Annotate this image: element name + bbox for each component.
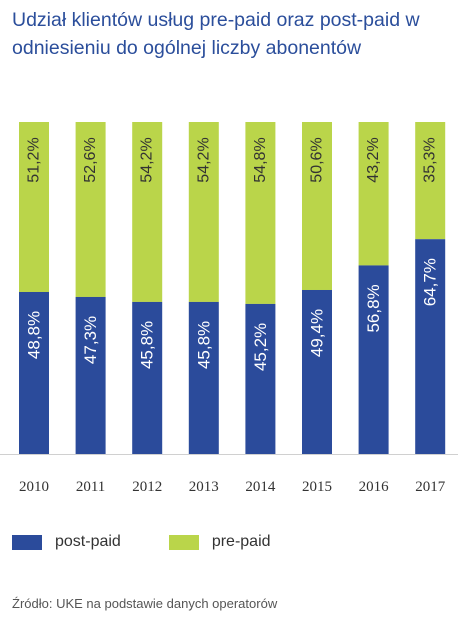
data-label-post-paid-2012: 45,8% bbox=[138, 321, 157, 369]
legend-label-post-paid: post-paid bbox=[55, 533, 121, 550]
bar-pre-paid-2012 bbox=[132, 122, 163, 302]
data-label-post-paid-2014: 45,2% bbox=[251, 323, 270, 371]
bar-post-paid-2015 bbox=[302, 289, 332, 454]
stacked-bar-chart: 51,2% 48,8% 2010 52,6% 47,3% 2011 54,2% 45,8% 20… bbox=[0, 122, 458, 495]
bar-pre-paid-2010 bbox=[19, 122, 49, 292]
x-tick-label-2015: 2015 bbox=[302, 479, 332, 495]
data-label-post-paid-2011: 47,3% bbox=[81, 316, 100, 364]
legend-label-pre-paid: pre-paid bbox=[211, 533, 271, 550]
legend: post-paid pre-paid bbox=[12, 532, 319, 552]
data-label-pre-paid-2014: 54,8% bbox=[252, 137, 269, 182]
data-label-pre-paid-2011: 52,6% bbox=[82, 137, 99, 182]
legend-swatch-pre-paid bbox=[168, 534, 199, 550]
data-label-pre-paid-2012: 54,2% bbox=[139, 137, 156, 182]
x-tick-label-2012: 2012 bbox=[132, 479, 162, 495]
data-label-pre-paid-2010: 51,2% bbox=[26, 137, 43, 182]
data-label-pre-paid-2016: 43,2% bbox=[365, 137, 382, 182]
data-label-pre-paid-2017: 35,3% bbox=[422, 137, 439, 182]
bar-post-paid-2010 bbox=[19, 291, 49, 454]
x-tick-label-2010: 2010 bbox=[19, 479, 49, 495]
bar-post-paid-2017 bbox=[415, 239, 446, 454]
data-label-post-paid-2010: 48,8% bbox=[25, 311, 44, 359]
bar-pre-paid-2014 bbox=[245, 122, 276, 304]
bar-post-paid-2013 bbox=[188, 301, 219, 454]
x-tick-label-2014: 2014 bbox=[245, 479, 276, 495]
bar-post-paid-2012 bbox=[132, 301, 163, 454]
bar-post-paid-2016 bbox=[358, 265, 389, 454]
bar-pre-paid-2013 bbox=[188, 122, 219, 302]
x-tick-label-2011: 2011 bbox=[76, 479, 105, 495]
data-label-post-paid-2017: 64,7% bbox=[421, 258, 440, 306]
bar-post-paid-2011 bbox=[75, 296, 106, 454]
bar-pre-paid-2017 bbox=[415, 122, 446, 240]
legend-item-pre-paid: pre-paid bbox=[168, 533, 271, 551]
data-label-post-paid-2015: 49,4% bbox=[308, 309, 327, 357]
bar-pre-paid-2015 bbox=[302, 122, 332, 290]
bar-pre-paid-2016 bbox=[358, 122, 389, 266]
data-label-pre-paid-2013: 54,2% bbox=[195, 137, 212, 182]
legend-item-post-paid: post-paid bbox=[12, 533, 121, 551]
bar-post-paid-2014 bbox=[245, 303, 276, 454]
data-label-pre-paid-2015: 50,6% bbox=[309, 137, 326, 182]
data-label-post-paid-2016: 56,8% bbox=[364, 284, 383, 332]
source-note: Źródło: UKE na podstawie danych operator… bbox=[12, 596, 278, 611]
x-tick-label-2016: 2016 bbox=[359, 479, 390, 495]
chart-title: Udział klientów usług pre-paid oraz post… bbox=[12, 9, 420, 59]
data-label-post-paid-2013: 45,8% bbox=[194, 321, 213, 369]
bar-pre-paid-2011 bbox=[75, 122, 106, 297]
x-tick-label-2017: 2017 bbox=[415, 479, 446, 495]
legend-swatch-post-paid bbox=[12, 534, 42, 550]
x-tick-label-2013: 2013 bbox=[189, 479, 219, 495]
